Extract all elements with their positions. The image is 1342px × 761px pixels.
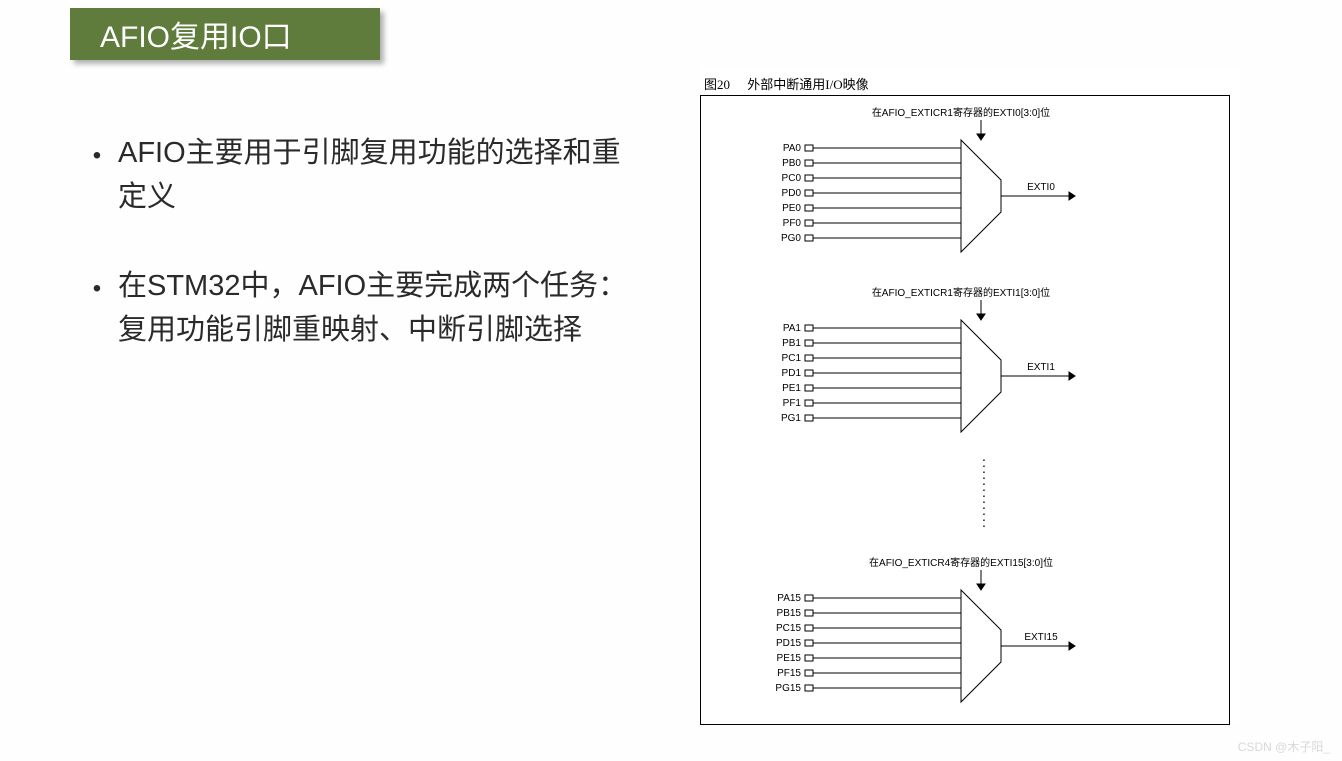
svg-text:在AFIO_EXTICR1寄存器的EXTI0[3:0]位: 在AFIO_EXTICR1寄存器的EXTI0[3:0]位 (872, 106, 1050, 119)
svg-text:PB15: PB15 (777, 608, 802, 619)
svg-text:PB0: PB0 (782, 158, 801, 169)
list-item: • AFIO主要用于引脚复用功能的选择和重定义 (76, 132, 636, 219)
svg-text:PG15: PG15 (775, 683, 801, 694)
bullet-dot: • (76, 132, 118, 219)
svg-text:PC15: PC15 (776, 623, 801, 634)
mux-diagram: 在AFIO_EXTICR1寄存器的EXTI0[3:0]位 PA0 PB0 PC0 PD0… (761, 106, 1161, 276)
svg-text:PE15: PE15 (777, 653, 802, 664)
svg-text:PF1: PF1 (783, 398, 802, 409)
bullet-list: • AFIO主要用于引脚复用功能的选择和重定义 • 在STM32中，AFIO主要… (76, 132, 636, 398)
svg-text:PD1: PD1 (782, 368, 802, 379)
watermark: CSDN @木子阳_ (1238, 738, 1330, 755)
svg-text:PA0: PA0 (783, 143, 802, 154)
svg-text:在AFIO_EXTICR4寄存器的EXTI15[3:0]位: 在AFIO_EXTICR4寄存器的EXTI15[3:0]位 (869, 556, 1053, 569)
svg-text:PD15: PD15 (776, 638, 801, 649)
svg-text:PE1: PE1 (782, 383, 801, 394)
svg-text:PE0: PE0 (782, 203, 801, 214)
svg-text:PG1: PG1 (781, 413, 801, 424)
svg-text:PD0: PD0 (782, 188, 802, 199)
svg-text:PC0: PC0 (782, 173, 802, 184)
svg-text:PF15: PF15 (777, 668, 801, 679)
svg-text:EXTI0: EXTI0 (1027, 182, 1055, 193)
slide-title: AFIO复用IO口 (70, 8, 380, 60)
figure-title: 外部中断通用I/O映像 (747, 77, 868, 92)
svg-text:PA1: PA1 (783, 323, 802, 334)
figure-border: 在AFIO_EXTICR1寄存器的EXTI0[3:0]位 PA0 PB0 PC0 PD0… (700, 95, 1230, 725)
svg-text:PB1: PB1 (782, 338, 801, 349)
bullet-dot: • (76, 265, 118, 352)
mux-diagram: 在AFIO_EXTICR1寄存器的EXTI1[3:0]位 PA1 PB1 PC1 PD1… (761, 286, 1161, 456)
bullet-text: 在STM32中，AFIO主要完成两个任务：复用功能引脚重映射、中断引脚选择 (118, 265, 636, 352)
svg-text:在AFIO_EXTICR1寄存器的EXTI1[3:0]位: 在AFIO_EXTICR1寄存器的EXTI1[3:0]位 (872, 286, 1050, 299)
svg-text:EXTI15: EXTI15 (1024, 632, 1058, 643)
svg-text:PG0: PG0 (781, 233, 801, 244)
svg-text:PA15: PA15 (777, 593, 801, 604)
mux-diagram: 在AFIO_EXTICR4寄存器的EXTI15[3:0]位 PA15 PB15 PC1… (761, 556, 1161, 726)
ellipsis-dots: ············ (979, 456, 989, 528)
figure-container: 图20 外部中断通用I/O映像 在AFIO_EXTICR1寄存器的EXTI0[3… (700, 66, 1240, 726)
svg-text:PC1: PC1 (782, 353, 802, 364)
svg-text:EXTI1: EXTI1 (1027, 362, 1055, 373)
bullet-text: AFIO主要用于引脚复用功能的选择和重定义 (118, 132, 636, 219)
list-item: • 在STM32中，AFIO主要完成两个任务：复用功能引脚重映射、中断引脚选择 (76, 265, 636, 352)
figure-number: 图20 (704, 77, 730, 92)
svg-text:PF0: PF0 (783, 218, 802, 229)
figure-caption: 图20 外部中断通用I/O映像 (700, 66, 1240, 95)
title-text: AFIO复用IO口 (100, 12, 292, 56)
